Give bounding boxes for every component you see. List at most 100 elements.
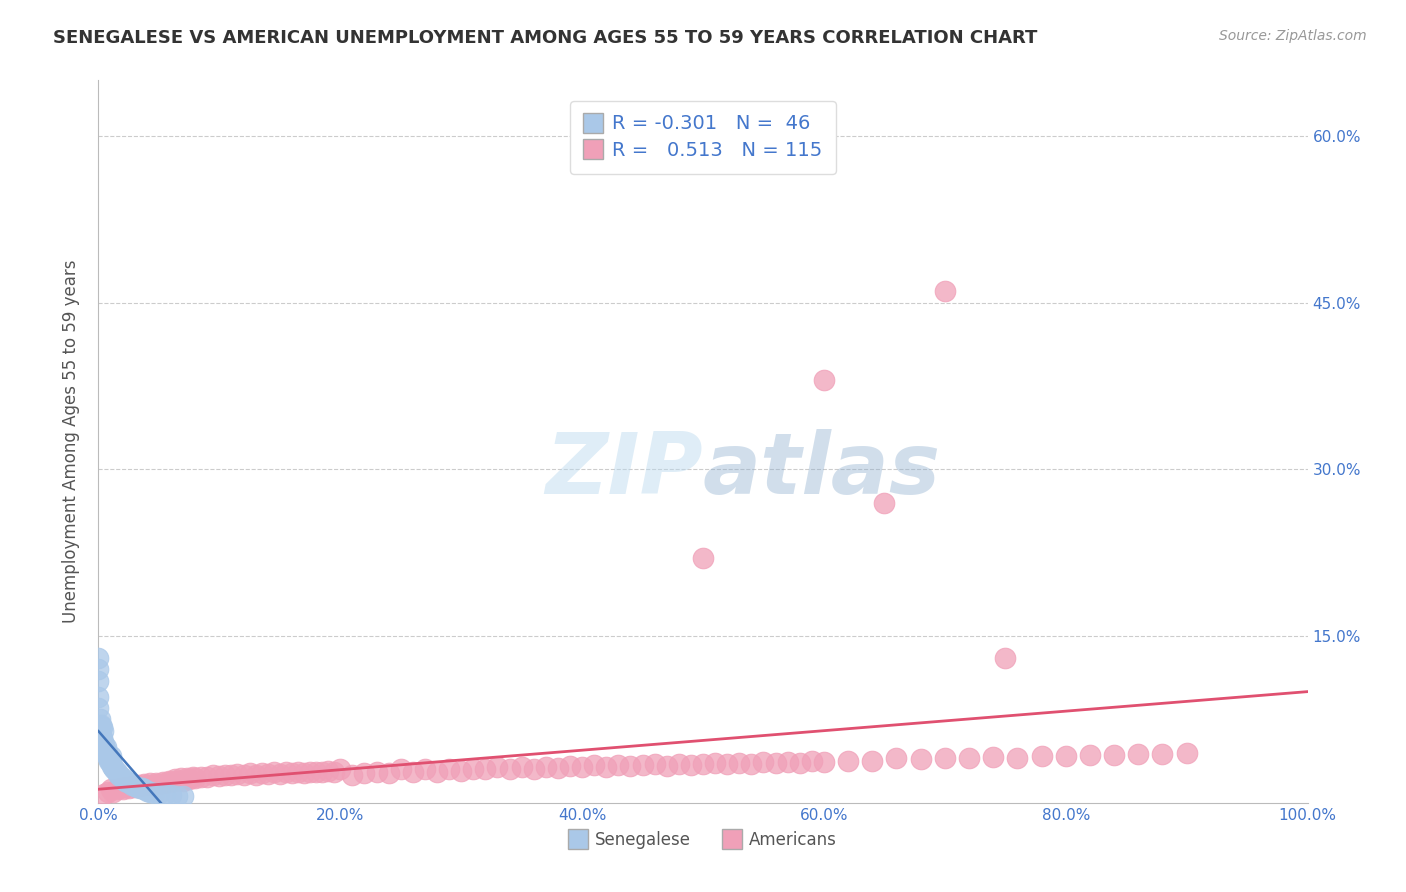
- Point: [305, 764, 328, 779]
- Point: [402, 764, 425, 779]
- Point: [134, 777, 156, 791]
- Point: [716, 756, 738, 771]
- Point: [655, 759, 678, 773]
- Point: [547, 761, 569, 775]
- Point: [114, 780, 136, 795]
- Point: [208, 769, 231, 783]
- Point: [1054, 749, 1077, 764]
- Point: [108, 769, 131, 783]
- Point: [163, 772, 186, 787]
- Legend: Senegalese, Americans: Senegalese, Americans: [562, 824, 844, 856]
- Point: [87, 651, 110, 665]
- Point: [269, 767, 291, 781]
- Point: [474, 763, 496, 777]
- Point: [97, 785, 120, 799]
- Point: [342, 768, 364, 782]
- Point: [114, 773, 136, 788]
- Point: [108, 781, 131, 796]
- Point: [93, 787, 115, 801]
- Point: [129, 779, 152, 793]
- Point: [450, 764, 472, 778]
- Point: [595, 760, 617, 774]
- Point: [981, 750, 1004, 764]
- Point: [148, 786, 170, 800]
- Point: [100, 756, 122, 770]
- Point: [91, 723, 114, 738]
- Point: [800, 754, 823, 768]
- Point: [353, 765, 375, 780]
- Point: [153, 787, 176, 801]
- Point: [498, 763, 520, 777]
- Point: [607, 758, 630, 772]
- Point: [860, 754, 883, 768]
- Text: ZIP: ZIP: [546, 429, 703, 512]
- Point: [145, 776, 167, 790]
- Point: [274, 764, 297, 779]
- Point: [226, 767, 249, 781]
- Point: [176, 772, 198, 786]
- Point: [704, 756, 727, 770]
- Point: [157, 773, 180, 788]
- Point: [143, 786, 166, 800]
- Point: [172, 773, 194, 788]
- Point: [523, 763, 546, 777]
- Point: [142, 778, 165, 792]
- Point: [124, 780, 146, 795]
- Point: [886, 751, 908, 765]
- Point: [1078, 747, 1101, 762]
- Point: [94, 740, 117, 755]
- Point: [94, 747, 117, 761]
- Point: [153, 776, 176, 790]
- Point: [139, 776, 162, 790]
- Text: SENEGALESE VS AMERICAN UNEMPLOYMENT AMONG AGES 55 TO 59 YEARS CORRELATION CHART: SENEGALESE VS AMERICAN UNEMPLOYMENT AMON…: [53, 29, 1038, 46]
- Point: [740, 756, 762, 771]
- Point: [837, 754, 859, 768]
- Point: [263, 764, 285, 779]
- Point: [323, 764, 346, 779]
- Point: [389, 763, 412, 777]
- Point: [172, 789, 194, 804]
- Point: [127, 778, 149, 792]
- Point: [91, 731, 114, 746]
- Point: [679, 758, 702, 772]
- Point: [134, 782, 156, 797]
- Point: [93, 742, 115, 756]
- Point: [631, 758, 654, 772]
- Point: [1102, 747, 1125, 762]
- Point: [311, 764, 333, 779]
- Point: [316, 764, 339, 778]
- Point: [281, 765, 304, 780]
- Point: [139, 785, 162, 799]
- Point: [486, 760, 509, 774]
- Point: [202, 768, 225, 782]
- Point: [1152, 747, 1174, 761]
- Point: [148, 777, 170, 791]
- Point: [571, 760, 593, 774]
- Point: [813, 755, 835, 769]
- Point: [239, 765, 262, 780]
- Point: [692, 756, 714, 771]
- Point: [160, 774, 183, 789]
- Point: [668, 756, 690, 771]
- Point: [1007, 751, 1029, 765]
- Point: [232, 768, 254, 782]
- Point: [90, 718, 112, 732]
- Point: [101, 785, 124, 799]
- Point: [510, 760, 533, 774]
- Point: [1031, 749, 1053, 764]
- Point: [413, 763, 436, 777]
- Point: [426, 764, 449, 779]
- Point: [299, 764, 322, 779]
- Point: [160, 788, 183, 802]
- Point: [934, 751, 956, 765]
- Point: [90, 729, 112, 743]
- Point: [135, 783, 157, 797]
- Point: [728, 756, 751, 770]
- Point: [765, 756, 787, 770]
- Point: [89, 713, 111, 727]
- Point: [166, 773, 188, 788]
- Point: [131, 781, 153, 796]
- Point: [292, 765, 315, 780]
- Point: [105, 782, 128, 797]
- Point: [128, 781, 150, 796]
